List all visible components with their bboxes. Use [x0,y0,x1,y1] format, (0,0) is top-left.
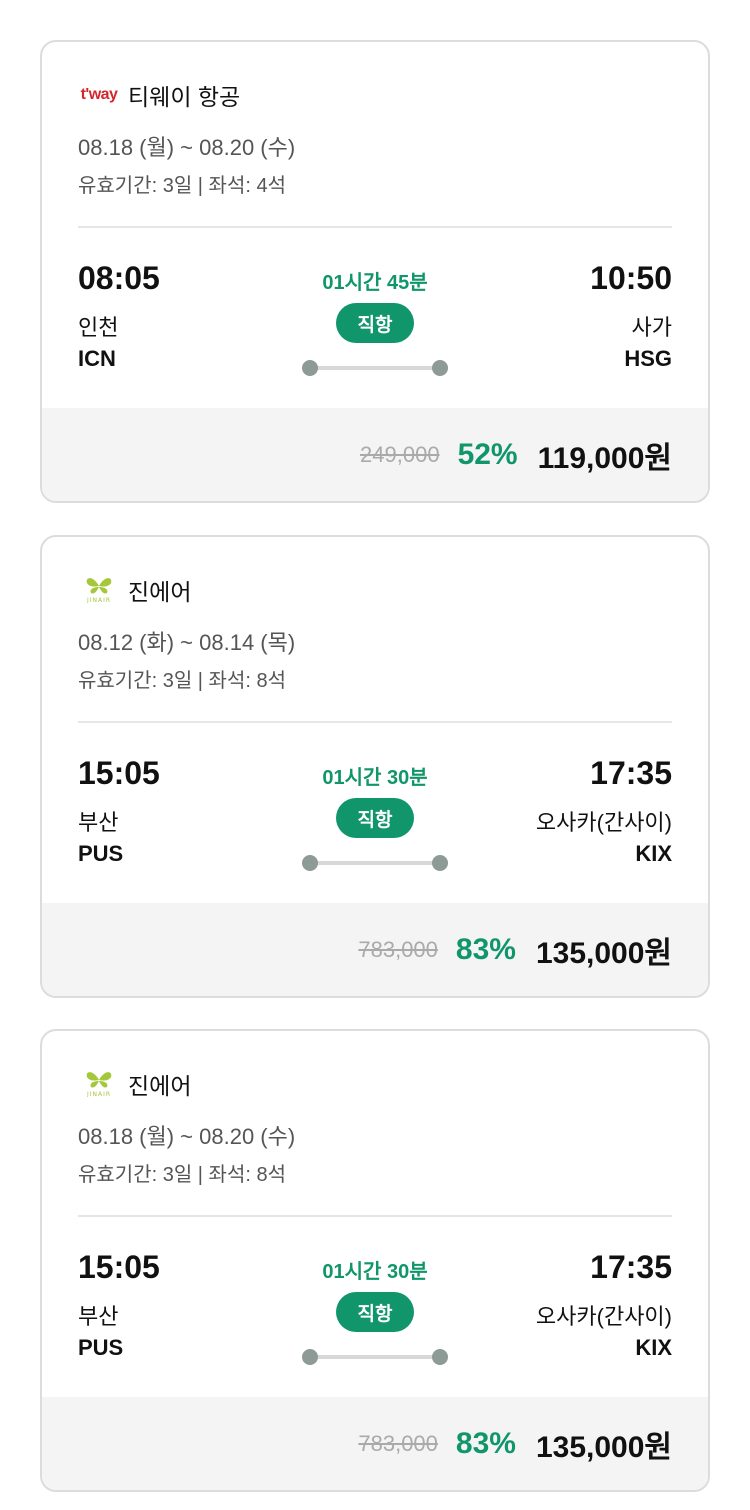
airline-name: 진에어 [128,579,192,605]
discount-rate: 83% [455,932,516,966]
departure-city: 인천 [78,315,119,340]
departure-city: 부산 [78,810,119,835]
direct-badge: 직항 [336,798,414,838]
airline-header: t'way 티웨이 항공 [78,80,241,110]
airline-name: 진에어 [128,1073,192,1099]
arrival-time: 10:50 [590,260,672,296]
svg-text:JINAIR: JINAIR [86,597,111,603]
arrival-time: 17:35 [590,1249,672,1285]
flight-card[interactable]: t'way 티웨이 항공 08.18 (월) ~ 08.20 (수) 유효기간: … [40,40,710,503]
flight-card[interactable]: JINAIR 진에어 08.18 (월) ~ 08.20 (수) 유효기간: 3일… [40,1029,710,1492]
arrival-time: 17:35 [590,755,672,791]
departure-time: 15:05 [78,755,160,791]
departure-city: 부산 [78,1304,119,1329]
sale-price: 135,000원 [535,936,672,970]
direct-badge: 직항 [336,1292,414,1332]
tway-logo: t'way [80,86,118,103]
validity-seats: 유효기간: 3일 | 좌석: 8석 [78,670,286,692]
arrival-city: 오사카(간사이) [535,1304,672,1329]
flight-duration: 01시간 30분 [322,1261,428,1283]
validity-seats: 유효기간: 3일 | 좌석: 8석 [78,1164,286,1186]
flight-duration: 01시간 30분 [322,767,428,789]
travel-dates: 08.18 (월) ~ 08.20 (수) [78,135,296,160]
arrival-city: 오사카(간사이) [535,810,672,835]
airline-name: 티웨이 항공 [128,84,241,110]
jinair-logo: JINAIR [79,1067,119,1102]
price-footer: 783,000 83% 135,000원 [42,903,708,996]
route-line [302,855,448,871]
validity-seats: 유효기간: 3일 | 좌석: 4석 [78,175,286,197]
discount-rate: 83% [455,1426,516,1460]
airline-header: JINAIR 진에어 [78,575,191,605]
route-line [302,360,448,376]
direct-badge: 직항 [336,303,414,343]
divider [78,226,672,228]
flight-card[interactable]: JINAIR 진에어 08.12 (화) ~ 08.14 (목) 유효기간: 3일… [40,535,710,998]
svg-text:JINAIR: JINAIR [86,1091,111,1097]
original-price: 783,000 [358,936,438,962]
divider [78,1215,672,1217]
arrival-city: 사가 [631,315,672,340]
flight-duration: 01시간 45분 [322,272,428,294]
sale-price: 135,000원 [535,1430,672,1464]
sale-price: 119,000원 [537,441,672,475]
jinair-logo: JINAIR [79,573,119,608]
original-price: 783,000 [358,1430,438,1456]
departure-code: ICN [78,346,116,371]
arrival-code: HSG [624,346,672,371]
price-footer: 249,000 52% 119,000원 [42,408,708,501]
departure-time: 08:05 [78,260,160,296]
route-line [302,1349,448,1365]
travel-dates: 08.12 (화) ~ 08.14 (목) [78,630,296,655]
arrival-code: KIX [635,1335,672,1360]
airline-header: JINAIR 진에어 [78,1069,191,1099]
departure-code: PUS [78,1335,124,1360]
departure-code: PUS [78,841,124,866]
travel-dates: 08.18 (월) ~ 08.20 (수) [78,1124,296,1149]
departure-time: 15:05 [78,1249,160,1285]
divider [78,721,672,723]
original-price: 249,000 [360,441,440,467]
discount-rate: 52% [457,437,518,471]
arrival-code: KIX [635,841,672,866]
price-footer: 783,000 83% 135,000원 [42,1397,708,1490]
